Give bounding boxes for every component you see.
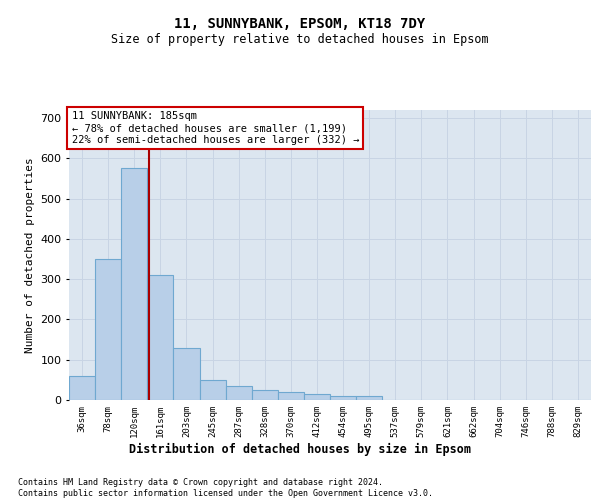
Text: Contains HM Land Registry data © Crown copyright and database right 2024.
Contai: Contains HM Land Registry data © Crown c… [18,478,433,498]
Bar [252,390,278,400]
Bar [278,392,304,400]
Bar [330,396,356,400]
Bar [226,386,252,400]
Text: Distribution of detached houses by size in Epsom: Distribution of detached houses by size … [129,442,471,456]
Bar [199,380,226,400]
Bar [356,396,382,400]
Text: 11 SUNNYBANK: 185sqm
← 78% of detached houses are smaller (1,199)
22% of semi-de: 11 SUNNYBANK: 185sqm ← 78% of detached h… [71,112,359,144]
Bar [69,376,95,400]
Bar [148,275,173,400]
Bar [304,394,330,400]
Bar [95,259,121,400]
Text: Size of property relative to detached houses in Epsom: Size of property relative to detached ho… [111,32,489,46]
Text: 11, SUNNYBANK, EPSOM, KT18 7DY: 11, SUNNYBANK, EPSOM, KT18 7DY [175,18,425,32]
Y-axis label: Number of detached properties: Number of detached properties [25,157,35,353]
Bar [121,168,148,400]
Bar [173,348,199,400]
